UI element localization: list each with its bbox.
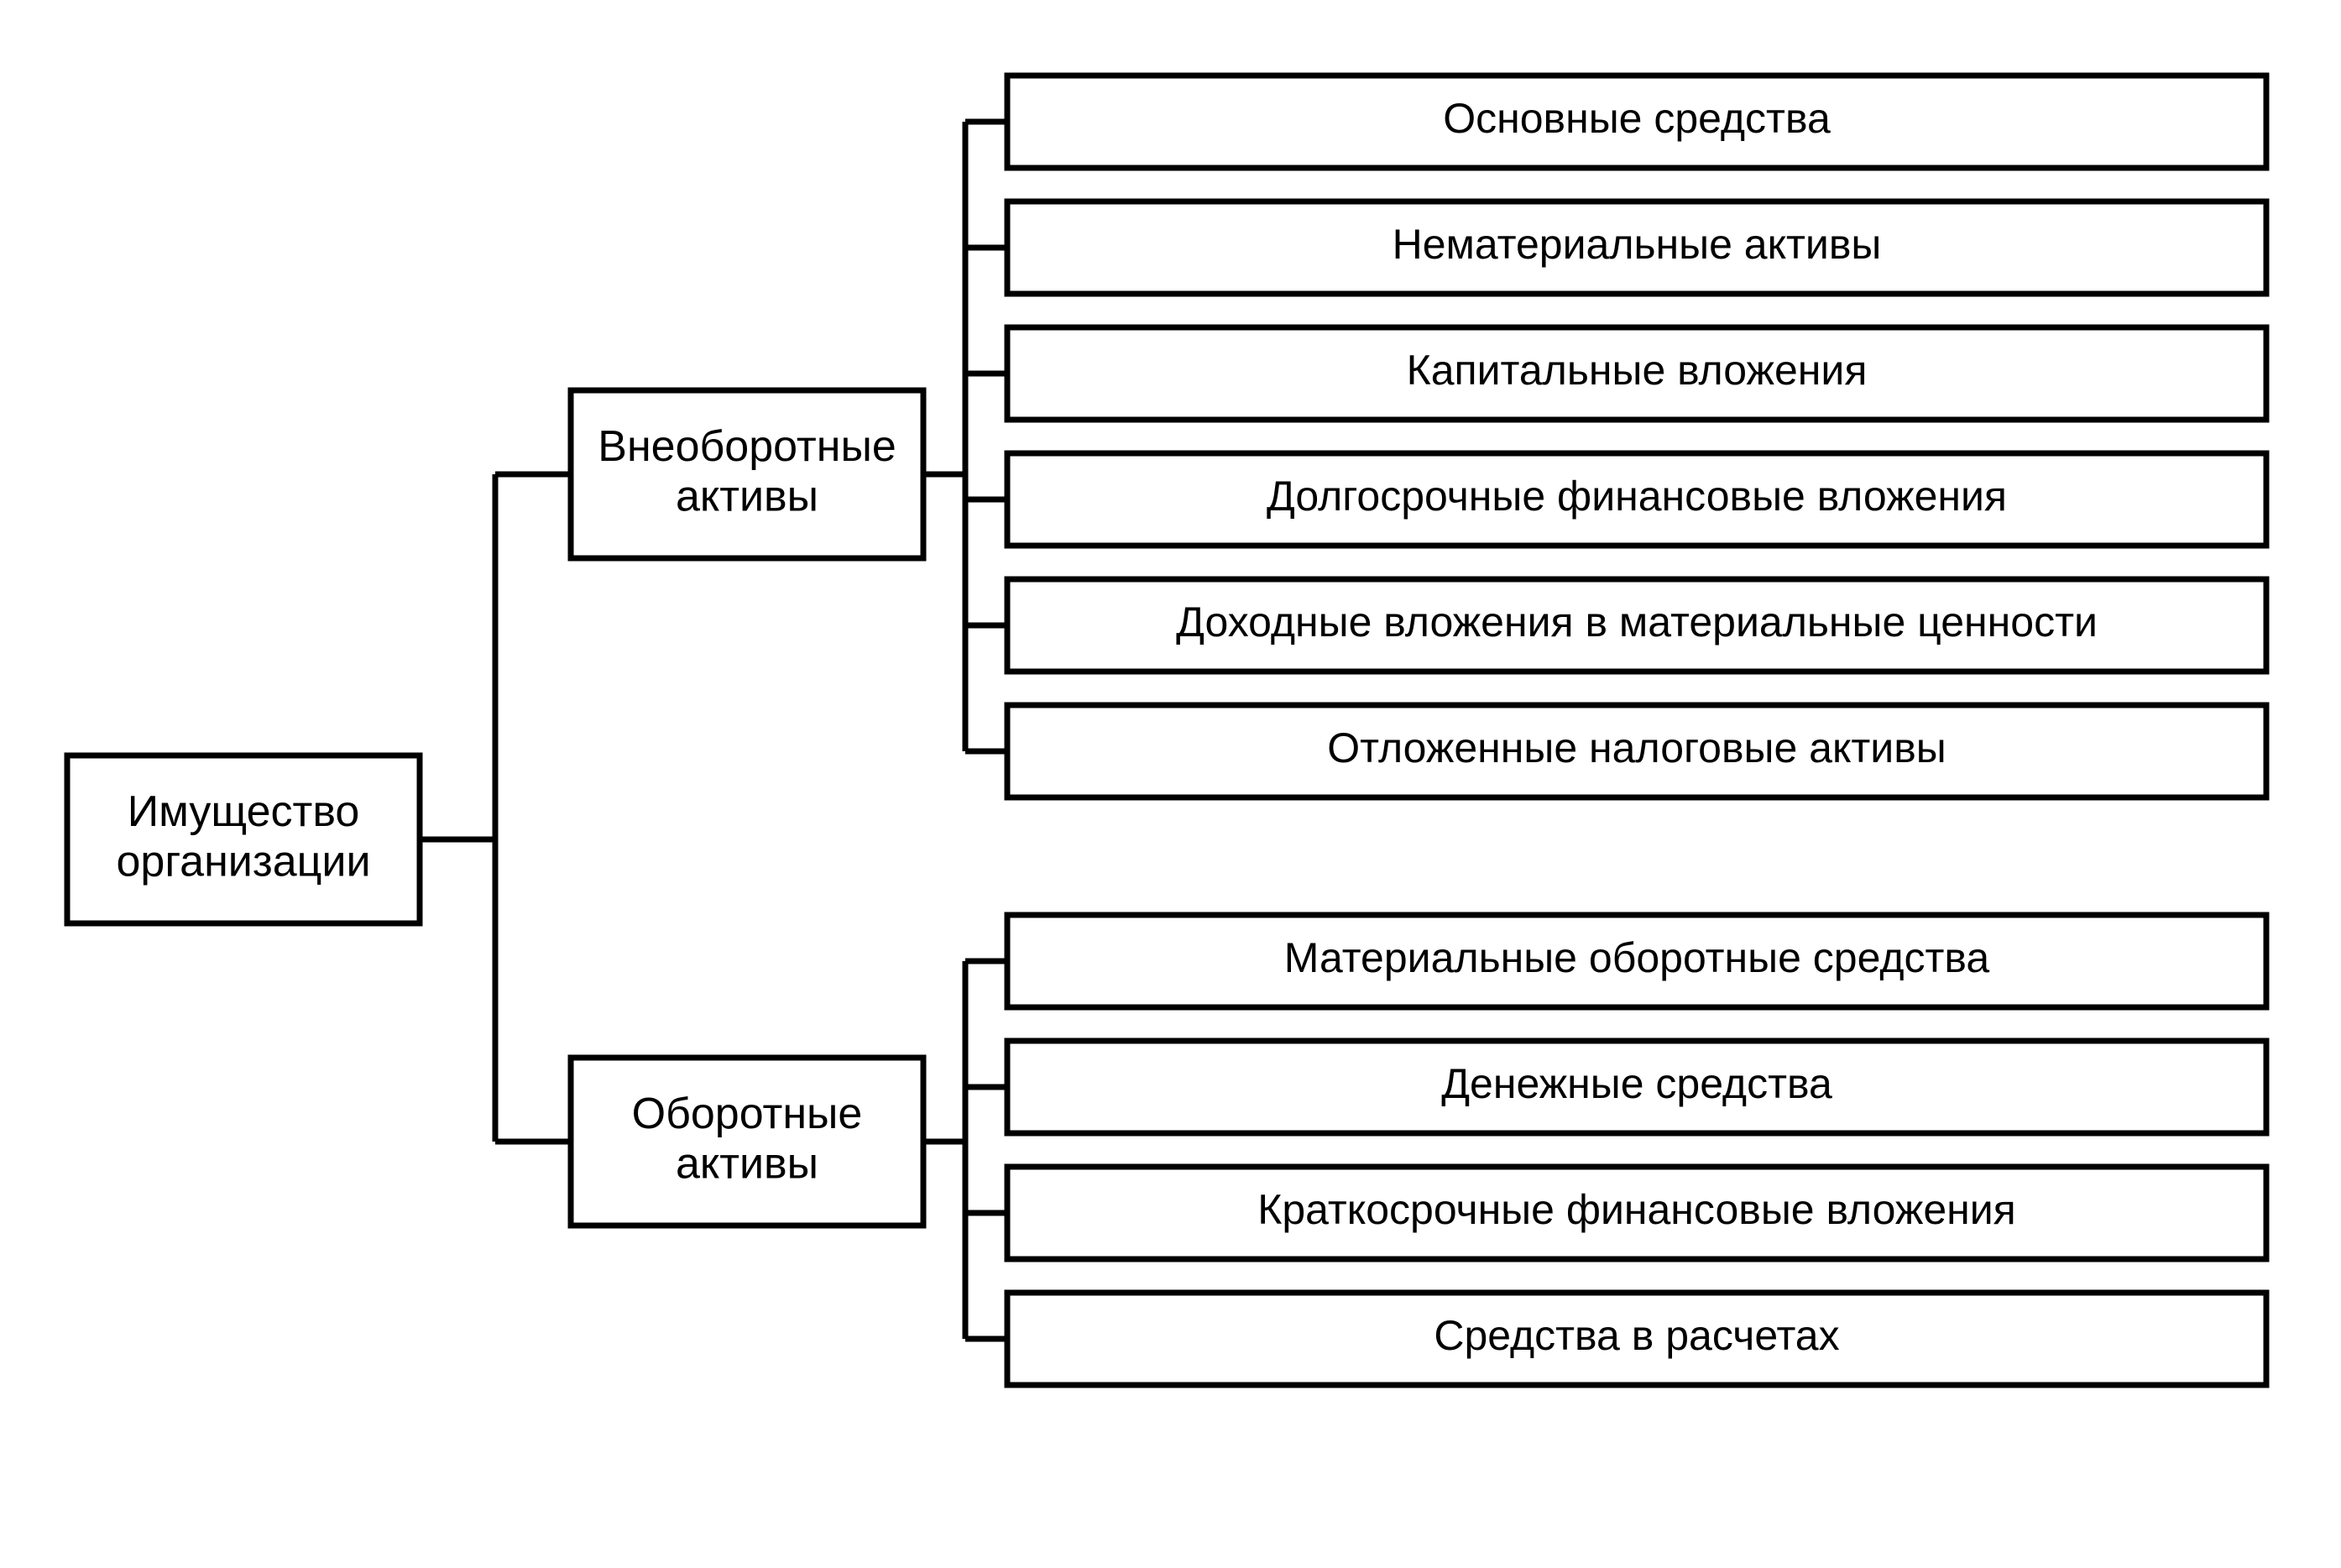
- leaf-noncurrent-0-label: Основные средства: [1443, 95, 1831, 142]
- leaf-current-3-label: Средства в расчетах: [1434, 1312, 1839, 1359]
- root-node-label: организации: [117, 838, 371, 886]
- leaf-current-1-label: Денежные средства: [1441, 1060, 1832, 1107]
- leaf-noncurrent-3-label: Долгосрочные финансовые вложения: [1267, 473, 2007, 520]
- leaf-noncurrent-5-label: Отложенные налоговые активы: [1327, 724, 1946, 771]
- category-current-label: активы: [676, 1140, 818, 1189]
- leaf-noncurrent-4-label: Доходные вложения в материальные ценност…: [1176, 598, 2098, 645]
- leaf-current-0-label: Материальные оборотные средства: [1284, 934, 1990, 981]
- category-noncurrent-label: Внеоборотные: [598, 422, 896, 471]
- leaf-noncurrent-1-label: Нематериальные активы: [1393, 221, 1882, 268]
- category-current-label: Оборотные: [632, 1090, 863, 1138]
- leaf-noncurrent-2-label: Капитальные вложения: [1407, 347, 1868, 394]
- category-noncurrent-label: активы: [676, 473, 818, 521]
- leaf-current-2-label: Краткосрочные финансовые вложения: [1257, 1186, 2016, 1233]
- root-node-label: Имущество: [128, 787, 360, 836]
